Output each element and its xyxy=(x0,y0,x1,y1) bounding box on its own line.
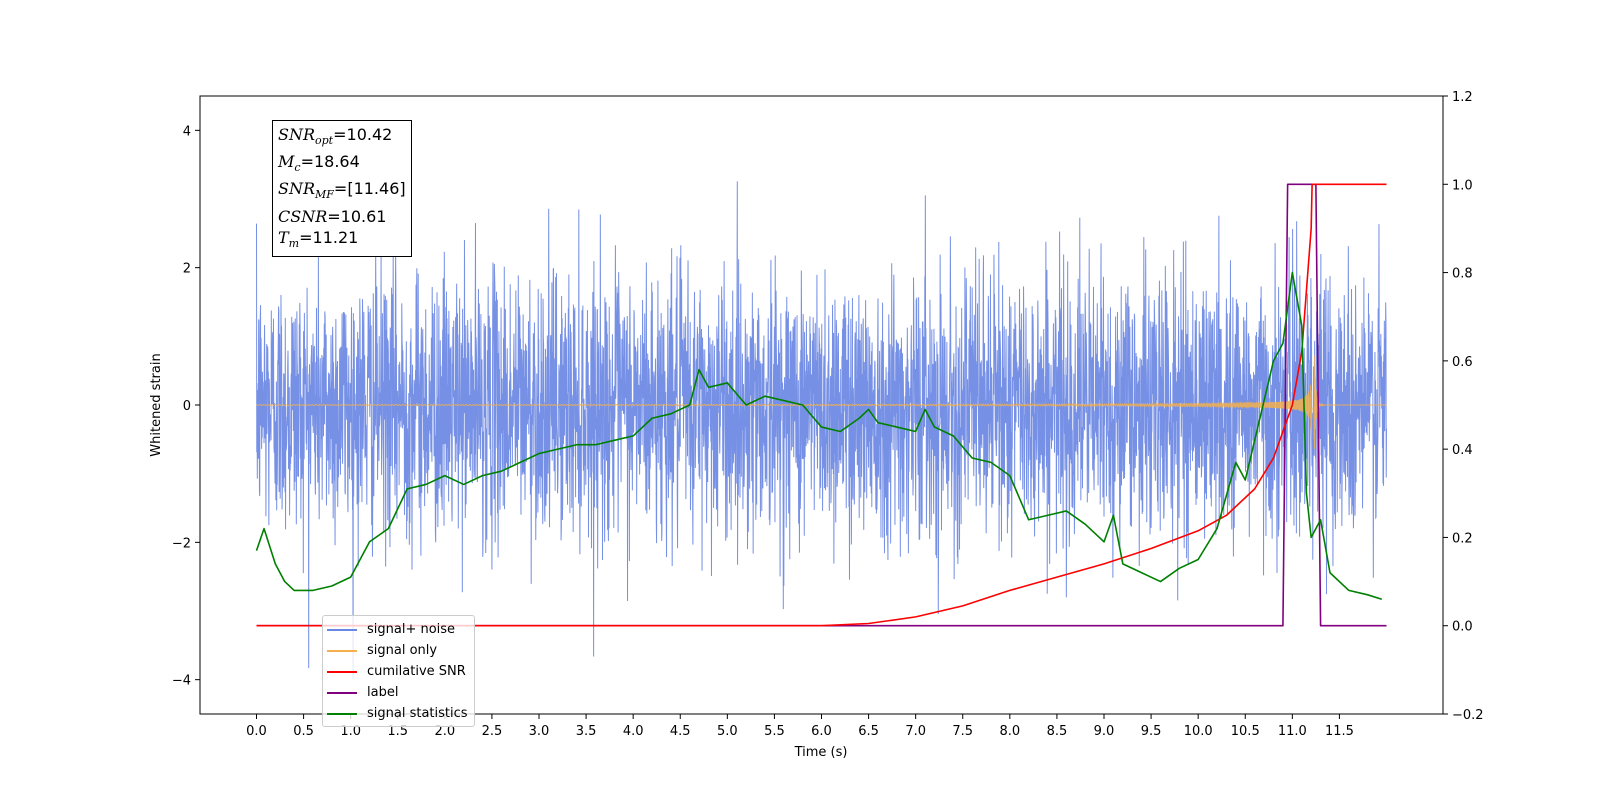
x-tick-label: 1.5 xyxy=(387,724,408,739)
y-right-tick-label: 0.6 xyxy=(1452,355,1473,370)
x-tick-label: 10.0 xyxy=(1184,724,1213,739)
x-tick-label: 7.5 xyxy=(952,724,973,739)
x-tick-label: 8.5 xyxy=(1047,724,1068,739)
stats-annotation-box: SNRopt=10.42 Mc=18.64 SNRMF=[11.46] CSNR… xyxy=(272,120,412,257)
x-tick-label: 0.0 xyxy=(246,724,267,739)
x-tick-label: 4.5 xyxy=(670,724,691,739)
legend-swatch-label xyxy=(327,691,357,694)
x-tick-label: 1.0 xyxy=(340,724,361,739)
x-tick-label: 0.5 xyxy=(293,724,314,739)
y-right-tick-label: 1.2 xyxy=(1452,90,1473,105)
legend-item-label: label xyxy=(327,682,468,703)
x-axis-label: Time (s) xyxy=(794,745,848,760)
x-tick-label: 10.5 xyxy=(1231,724,1260,739)
stats-chirp-mass: Mc=18.64 xyxy=(278,152,360,175)
x-tick-label: 6.0 xyxy=(811,724,832,739)
series-layer xyxy=(255,181,1387,679)
legend-label-signal-noise: signal+ noise xyxy=(367,622,456,637)
series-signal-statistics-line xyxy=(255,271,1383,600)
y-left-tick-label: 0 xyxy=(183,399,191,414)
x-tick-label: 9.5 xyxy=(1141,724,1162,739)
legend-item-signal-noise: signal+ noise xyxy=(327,619,468,640)
x-tick-label: 4.0 xyxy=(623,724,644,739)
y-right-tick-label: 0.8 xyxy=(1452,267,1473,282)
legend-item-signal-only: signal only xyxy=(327,640,468,661)
y-left-tick-label: 2 xyxy=(183,262,191,277)
legend-label-label: label xyxy=(367,685,399,700)
y-right-tick-label: 0.2 xyxy=(1452,531,1473,546)
legend-swatch-signal-statistics xyxy=(327,712,357,715)
series-signal-only-line xyxy=(256,355,1387,449)
y-left-tick-label: −2 xyxy=(172,536,191,551)
x-tick-label: 3.0 xyxy=(529,724,550,739)
x-tick-label: 11.5 xyxy=(1325,724,1354,739)
x-tick-label: 5.0 xyxy=(717,724,738,739)
stats-snr-opt: SNRopt=10.42 xyxy=(278,125,393,148)
y-right-tick-label: −0.2 xyxy=(1452,708,1484,723)
stats-merger-time: Tm=11.21 xyxy=(278,227,359,250)
legend: signal+ noise signal only cumilative SNR… xyxy=(322,615,475,727)
x-tick-label: 5.5 xyxy=(764,724,785,739)
series-label-line xyxy=(256,183,1387,627)
y-left-tick-label: −4 xyxy=(172,674,191,689)
stats-snr-mf: SNRMF=[11.46] xyxy=(278,179,406,202)
y-right-tick-label: 0.0 xyxy=(1452,620,1473,635)
legend-swatch-signal-noise xyxy=(327,628,357,631)
y-right-tick-label: 0.4 xyxy=(1452,443,1473,458)
x-tick-label: 7.0 xyxy=(905,724,926,739)
x-tick-label: 8.0 xyxy=(999,724,1020,739)
x-tick-label: 11.0 xyxy=(1278,724,1307,739)
x-tick-label: 3.5 xyxy=(576,724,597,739)
x-tick-label: 2.5 xyxy=(482,724,503,739)
axis-layer: 0.0 0.5 1.0 1.5 2.0 2.5 3.0 3.5 4.0 4.5 5.0 5.5 6.0 6… xyxy=(172,90,1484,739)
legend-swatch-signal-only xyxy=(327,649,357,652)
legend-item-cumulative-snr: cumilative SNR xyxy=(327,661,468,682)
legend-item-signal-statistics: signal statistics xyxy=(327,703,468,724)
legend-swatch-cumulative-snr xyxy=(327,670,357,673)
series-cumulative-snr-line xyxy=(256,183,1387,627)
x-tick-label: 9.0 xyxy=(1094,724,1115,739)
y-axis-label-left: Whitened strain xyxy=(149,353,164,456)
stats-csnr: CSNR=10.61 xyxy=(278,206,387,226)
legend-label-signal-only: signal only xyxy=(367,643,438,658)
legend-label-signal-statistics: signal statistics xyxy=(367,706,468,721)
legend-label-cumulative-snr: cumilative SNR xyxy=(367,664,466,679)
x-tick-label: 2.0 xyxy=(434,724,455,739)
y-right-tick-label: 1.0 xyxy=(1452,178,1473,193)
x-tick-label: 6.5 xyxy=(858,724,879,739)
y-left-tick-label: 4 xyxy=(183,124,191,139)
